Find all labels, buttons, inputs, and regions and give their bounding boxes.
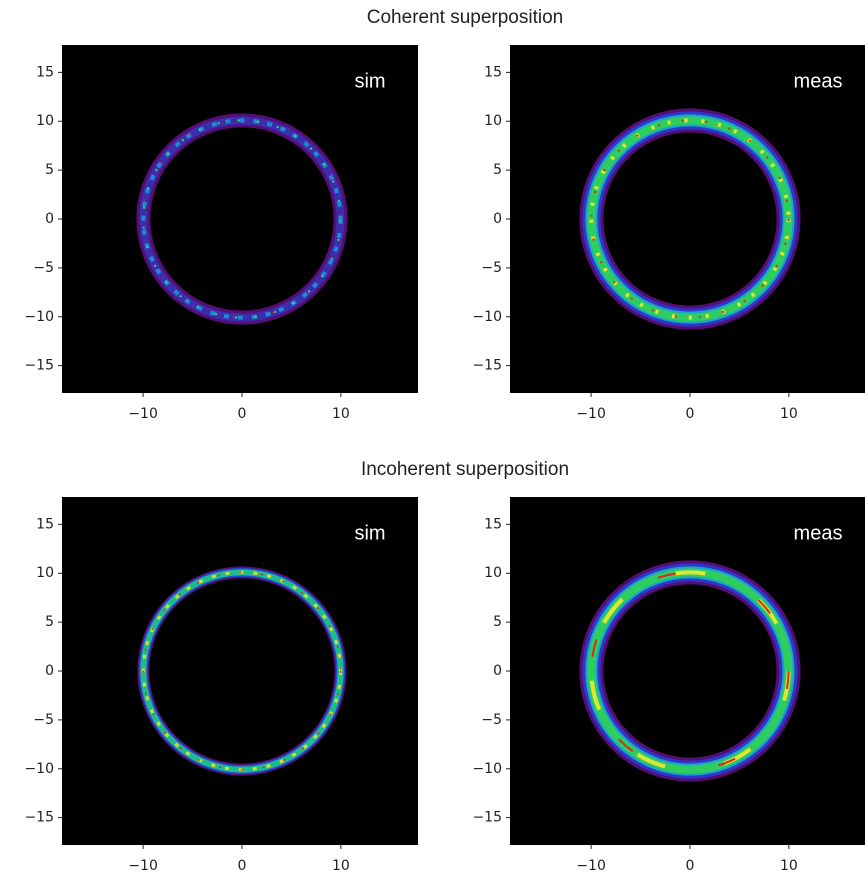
y-tick-label: −15 — [472, 358, 502, 374]
x-tick-label: 10 — [780, 406, 798, 422]
y-tick-label: 0 — [45, 663, 54, 679]
x-tick-label: −10 — [128, 858, 158, 874]
y-tick-label: −5 — [481, 260, 502, 276]
x-tick-label: 10 — [332, 406, 350, 422]
y-tick-label: 10 — [36, 113, 54, 129]
y-tick-label: 5 — [493, 162, 502, 178]
y-tick-label: −5 — [33, 260, 54, 276]
x-tick-label: 10 — [332, 858, 350, 874]
row-title: Coherent superposition — [367, 7, 563, 28]
ring — [142, 119, 342, 319]
y-tick-label: −5 — [33, 712, 54, 728]
y-tick-label: 0 — [493, 211, 502, 227]
panel-label: meas — [794, 70, 843, 92]
y-tick-label: −15 — [24, 358, 54, 374]
y-tick-label: 15 — [36, 64, 54, 80]
panel-label: sim — [354, 522, 385, 544]
ring — [590, 571, 790, 771]
y-tick-label: −10 — [472, 309, 502, 325]
ring — [142, 571, 342, 771]
y-tick-label: −5 — [481, 712, 502, 728]
x-tick-label: −10 — [576, 858, 606, 874]
plot-area — [510, 497, 865, 845]
row-title: Incoherent superposition — [361, 459, 569, 480]
y-tick-label: 10 — [36, 565, 54, 581]
x-tick-label: 10 — [780, 858, 798, 874]
y-tick-label: 15 — [36, 516, 54, 532]
plot-area — [510, 45, 865, 393]
x-tick-label: 0 — [686, 406, 695, 422]
y-tick-label: −10 — [24, 761, 54, 777]
y-tick-label: 5 — [45, 162, 54, 178]
y-tick-label: −15 — [472, 810, 502, 826]
y-tick-label: 0 — [493, 663, 502, 679]
plot-area — [62, 497, 418, 845]
y-tick-label: 10 — [484, 113, 502, 129]
x-tick-label: −10 — [576, 406, 606, 422]
x-tick-label: 0 — [238, 406, 247, 422]
y-tick-label: 0 — [45, 211, 54, 227]
y-tick-label: −10 — [472, 761, 502, 777]
y-tick-label: 5 — [493, 614, 502, 630]
x-tick-label: 0 — [686, 858, 695, 874]
y-tick-label: 10 — [484, 565, 502, 581]
y-tick-label: 15 — [484, 64, 502, 80]
y-tick-label: 5 — [45, 614, 54, 630]
y-tick-label: 15 — [484, 516, 502, 532]
y-tick-label: −15 — [24, 810, 54, 826]
y-tick-label: −10 — [24, 309, 54, 325]
panel-label: meas — [794, 522, 843, 544]
x-tick-label: −10 — [128, 406, 158, 422]
panel-label: sim — [354, 70, 385, 92]
plot-area — [62, 45, 418, 393]
x-tick-label: 0 — [238, 858, 247, 874]
ring — [590, 119, 790, 319]
